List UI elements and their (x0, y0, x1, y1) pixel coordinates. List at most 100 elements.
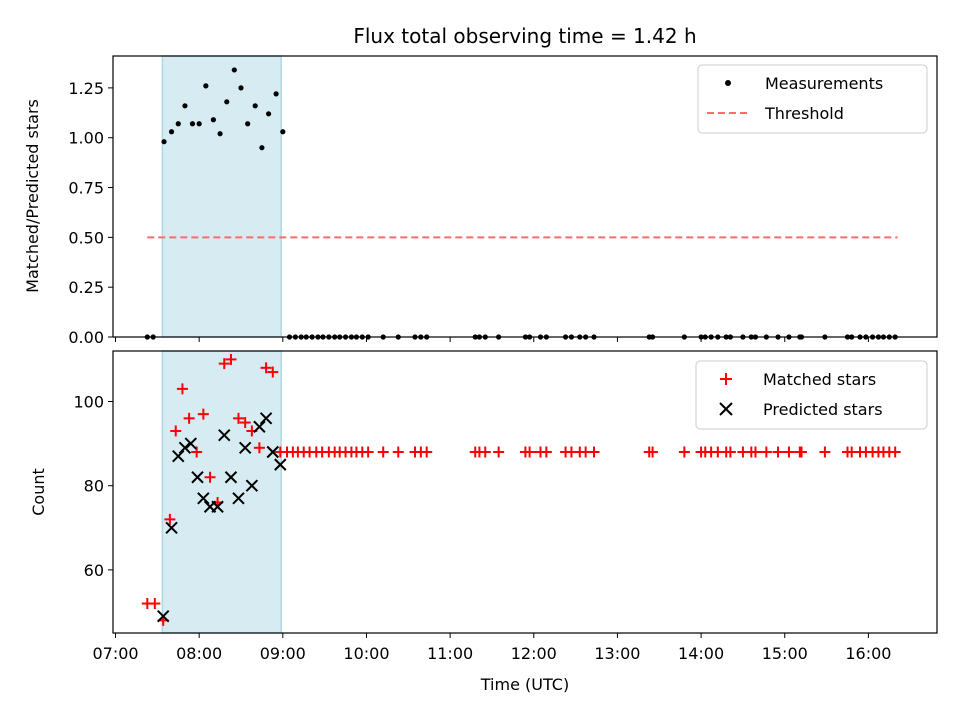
top-axes: Flux total observing time = 1.42 h 0.000… (23, 24, 938, 347)
y-tick-label: 0.75 (68, 179, 104, 198)
measurement-point (280, 129, 286, 135)
matched-star-point (232, 412, 244, 424)
x-tick-label: 09:00 (260, 644, 306, 663)
legend-matched-marker (720, 373, 732, 385)
matched-star-point (783, 446, 795, 458)
matched-star-point (421, 446, 433, 458)
y-tick-label: 100 (73, 393, 104, 412)
measurement-point (175, 121, 181, 127)
y-tick-label: 1.25 (68, 79, 104, 98)
matched-star-point (260, 362, 272, 374)
legend-predicted-marker (719, 402, 733, 416)
matched-star-point (377, 446, 389, 458)
bottom-legend-frame (695, 360, 928, 430)
bottom-axes: 60 80 100 07:00 08:00 09:00 10:00 11:00 12:00 13… (29, 350, 938, 694)
x-tick-label: 12:00 (511, 644, 557, 663)
predicted-star-point (224, 471, 238, 484)
matched-star-point (819, 446, 831, 458)
x-tick-label: 15:00 (762, 644, 808, 663)
measurement-point (224, 99, 230, 105)
x-tick-label: 13:00 (594, 644, 640, 663)
measurement-point (168, 129, 175, 135)
measurement-point (196, 121, 202, 127)
bottom-y-axis-label: Count (29, 468, 48, 516)
measurement-point (231, 67, 237, 73)
x-tick-label: 16:00 (845, 644, 891, 663)
top-legend-frame (697, 64, 928, 134)
x-tick-label: 14:00 (678, 644, 724, 663)
predicted-star-point (245, 479, 259, 492)
observing-time-shaded-region (161, 55, 282, 338)
measurement-point (217, 131, 223, 137)
x-tick-label: 08:00 (176, 644, 222, 663)
measurement-point (203, 83, 209, 89)
matched-star-point (253, 442, 265, 454)
matched-star-point (362, 446, 374, 458)
matched-star-point (479, 446, 491, 458)
measurement-point (252, 103, 258, 109)
chart-title: Flux total observing time = 1.42 h (353, 24, 696, 48)
matched-star-point (647, 446, 659, 458)
observing-time-shaded-region-bottom (161, 350, 282, 634)
matched-star-point (588, 446, 600, 458)
bottom-axes-frame (112, 350, 938, 634)
y-tick-label: 0.00 (68, 328, 104, 347)
measurement-point (161, 139, 167, 145)
matched-star-point (724, 446, 736, 458)
matched-star-point (183, 412, 195, 424)
matched-star-point (170, 425, 182, 437)
matched-star-point (218, 358, 230, 370)
x-tick-label: 07:00 (92, 644, 138, 663)
legend-matched-label: Matched stars (763, 370, 876, 389)
predicted-star-point (211, 500, 224, 513)
predicted-star-point (274, 458, 287, 471)
matched-star-point (678, 446, 690, 458)
matched-star-point (204, 471, 216, 483)
predicted-star-point (178, 441, 192, 455)
predicted-star-point (238, 441, 252, 455)
matched-star-point (749, 446, 761, 458)
top-y-ticks: 0.00 0.25 0.50 0.75 1.00 1.25 (68, 79, 113, 347)
predicted-star-point (156, 609, 170, 623)
predicted-star-point (197, 492, 210, 505)
matched-star-point (149, 598, 161, 610)
predicted-star-point (266, 445, 279, 459)
x-tick-label: 10:00 (343, 644, 389, 663)
x-axis-label: Time (UTC) (480, 675, 569, 694)
top-axes-frame (112, 55, 938, 338)
matched-star-point (225, 353, 237, 365)
measurement-point (273, 91, 279, 97)
legend-predicted-label: Predicted stars (763, 400, 883, 419)
predicted-stars-series (156, 412, 287, 623)
matched-star-point (176, 383, 188, 395)
top-y-axis-label: Matched/Predicted stars (23, 99, 42, 293)
legend-threshold-label: Threshold (764, 104, 844, 123)
measurement-point (189, 121, 196, 127)
matched-star-point (267, 366, 279, 378)
x-tick-label: 11:00 (427, 644, 473, 663)
matched-star-point (540, 446, 552, 458)
bottom-x-ticks: 07:00 08:00 09:00 10:00 11:00 12:00 13:00 14:00… (92, 633, 891, 663)
predicted-star-point (191, 471, 204, 484)
matched-star-point (795, 446, 807, 458)
legend-measurements-label: Measurements (765, 74, 883, 93)
measurement-point (245, 121, 251, 127)
matched-star-point (197, 408, 209, 420)
bottom-legend: Matched stars Predicted stars (695, 360, 928, 430)
matched-star-point (493, 446, 505, 458)
y-tick-label: 60 (84, 561, 104, 580)
predicted-star-point (232, 492, 245, 505)
y-tick-label: 0.25 (68, 278, 104, 297)
matched-stars-series (141, 353, 901, 626)
matched-star-point (164, 513, 176, 525)
y-tick-label: 0.50 (68, 228, 104, 247)
matched-star-point (239, 417, 251, 429)
predicted-star-point (218, 428, 231, 442)
matched-star-point (772, 446, 784, 458)
measurement-point (259, 145, 265, 151)
predicted-star-point (259, 412, 273, 425)
matched-star-point (392, 446, 404, 458)
y-tick-label: 1.00 (68, 129, 104, 148)
legend-measurements-marker (725, 80, 731, 86)
